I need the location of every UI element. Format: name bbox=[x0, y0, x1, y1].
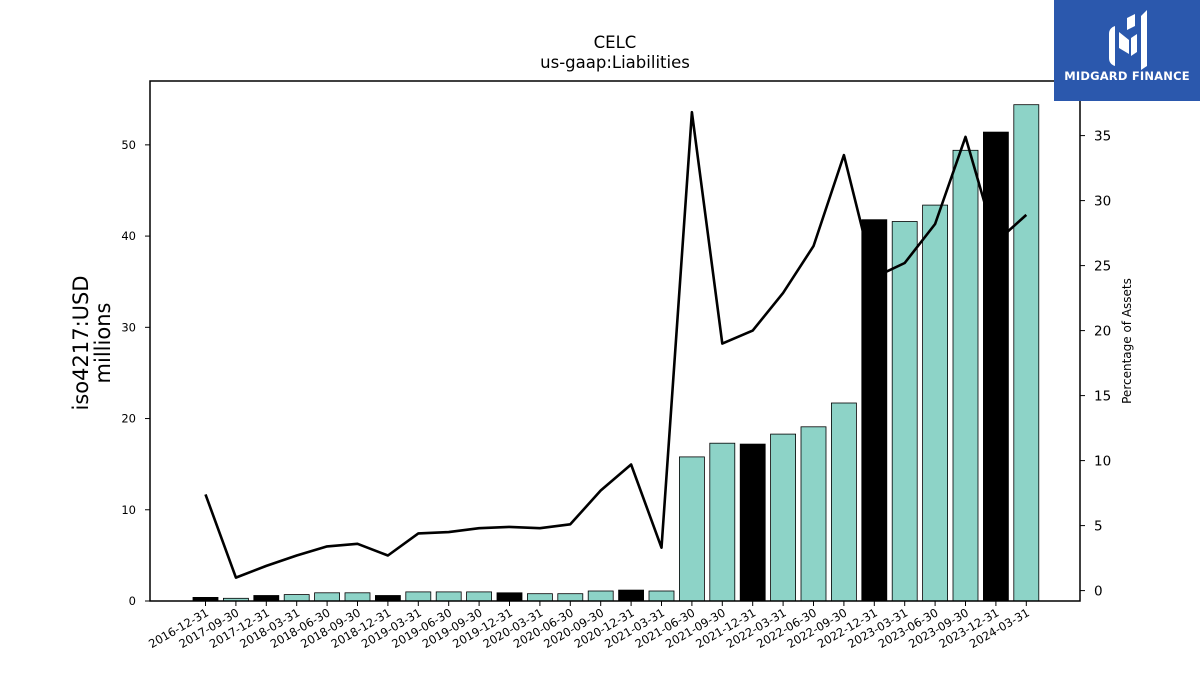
bar-2021-12-31 bbox=[739, 443, 766, 602]
chart-subtitle: us-gaap:Liabilities bbox=[540, 53, 690, 72]
bar-2023-03-31 bbox=[891, 221, 918, 602]
bar-2018-06-30 bbox=[314, 592, 341, 602]
y-tick-label: 0 bbox=[129, 594, 136, 608]
y-axis-left-label: iso4217:USDmillions bbox=[69, 275, 115, 410]
bar-2022-03-31 bbox=[770, 433, 796, 602]
bar-2023-06-30 bbox=[922, 204, 948, 602]
plot-frame bbox=[149, 80, 1081, 602]
y-tick-label: 40 bbox=[121, 229, 136, 243]
y2-tick-label: 10 bbox=[1094, 454, 1111, 470]
bar-2020-03-31 bbox=[527, 593, 553, 602]
y2-tick-label: 15 bbox=[1094, 389, 1111, 405]
percentage-line bbox=[204, 110, 1028, 579]
y2-tick-label: 25 bbox=[1094, 259, 1111, 275]
bar-series bbox=[192, 104, 1040, 602]
bar-2019-03-31 bbox=[405, 591, 432, 602]
y-tick-label: 30 bbox=[121, 320, 136, 334]
y-axis-left-label-line: millions bbox=[91, 303, 115, 384]
y-axis-right-label: Percentage of Assets bbox=[1120, 278, 1134, 404]
y2-tick-label: 0 bbox=[1094, 584, 1103, 600]
y2-tick-label: 5 bbox=[1094, 519, 1103, 535]
bar-2023-09-30 bbox=[952, 149, 979, 602]
y-tick-label: 20 bbox=[121, 412, 136, 426]
y-axis-left-label-line: iso4217:USD bbox=[69, 275, 93, 410]
bar-2021-03-31 bbox=[648, 590, 675, 602]
bar-2018-12-31 bbox=[374, 595, 401, 602]
brand-logo: MIDGARD FINANCE bbox=[1054, 0, 1200, 101]
bar-2022-09-30 bbox=[831, 402, 857, 602]
bar-2019-12-31 bbox=[496, 592, 523, 602]
y-tick-label: 10 bbox=[121, 503, 136, 517]
bar-2018-03-31 bbox=[283, 594, 310, 602]
y-axis-right: 0 5 10 15 20 25 30 35 bbox=[1080, 129, 1111, 600]
y-tick-label: 50 bbox=[121, 138, 136, 152]
bar-2019-06-30 bbox=[435, 591, 462, 602]
line-series bbox=[204, 110, 1028, 579]
brand-name: MIDGARD FINANCE bbox=[1064, 69, 1190, 83]
bar-2021-09-30 bbox=[709, 442, 736, 602]
bar-2017-12-31 bbox=[253, 595, 280, 602]
bar-2020-12-31 bbox=[618, 589, 644, 602]
y2-tick-label: 30 bbox=[1094, 194, 1111, 210]
bar-2019-09-30 bbox=[466, 591, 493, 602]
y2-tick-label: 35 bbox=[1094, 129, 1111, 145]
x-axis: 2016-12-312017-09-302017-12-312018-03-31… bbox=[146, 601, 1032, 651]
bar-2020-06-30 bbox=[557, 593, 584, 602]
chart-title: CELC bbox=[594, 33, 637, 52]
bar-2021-06-30 bbox=[679, 456, 705, 602]
bar-2018-09-30 bbox=[344, 592, 371, 602]
y-axis-left: 0 10 20 30 40 50 bbox=[121, 138, 150, 608]
bar-2023-12-31 bbox=[983, 131, 1009, 602]
bar-2020-09-30 bbox=[587, 590, 614, 602]
bar-2022-12-31 bbox=[861, 219, 888, 602]
y2-tick-label: 20 bbox=[1094, 324, 1111, 340]
bar-2024-03-31 bbox=[1013, 104, 1040, 602]
midgard-logo-icon bbox=[1109, 10, 1147, 70]
bar-2022-06-30 bbox=[800, 426, 827, 602]
